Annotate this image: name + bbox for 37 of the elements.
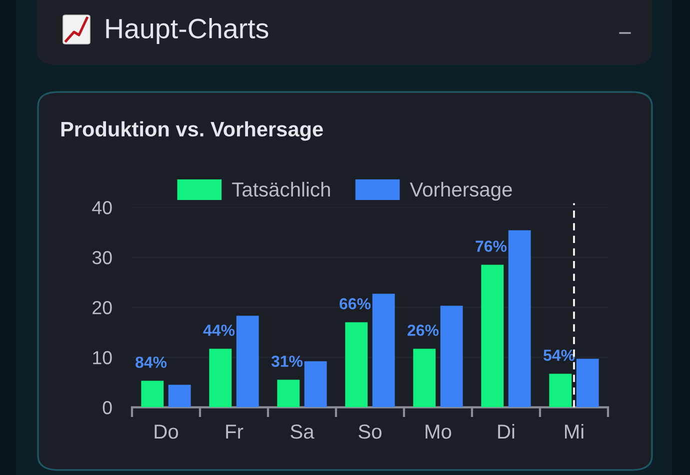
chart-subtitle: Produktion vs. Vorhersage bbox=[61, 121, 323, 141]
annotation: 31% bbox=[271, 356, 303, 367]
bar bbox=[168, 384, 191, 408]
y-tick-label: 10 bbox=[93, 351, 112, 364]
x-tick-label: Mi bbox=[565, 424, 584, 439]
x-tick-label: Mo bbox=[426, 424, 452, 439]
bar bbox=[345, 322, 368, 408]
bar bbox=[481, 264, 504, 408]
x-tick-label: Fr bbox=[226, 424, 244, 439]
legend-label: Vorhersage bbox=[410, 182, 512, 201]
x-tick-label: Di bbox=[498, 424, 514, 439]
y-tick-label: 0 bbox=[102, 401, 112, 414]
bar bbox=[372, 294, 395, 408]
annotation: 84% bbox=[136, 356, 167, 368]
annotation: 26% bbox=[408, 324, 439, 336]
bar bbox=[508, 230, 531, 408]
x-tick-label: Do bbox=[154, 424, 178, 439]
annotation: 54% bbox=[544, 350, 575, 361]
y-tick-label: 30 bbox=[92, 251, 112, 264]
y-tick-label: 20 bbox=[92, 301, 112, 314]
bar bbox=[141, 380, 164, 408]
bar bbox=[236, 316, 259, 408]
bar bbox=[440, 306, 463, 408]
legend-label: Tatsächlich bbox=[232, 182, 330, 197]
annotation: 44% bbox=[203, 324, 235, 336]
y-tick-label: 40 bbox=[92, 201, 112, 214]
chart-title: Haupt-Charts bbox=[106, 18, 268, 44]
bar bbox=[413, 348, 436, 408]
bar bbox=[304, 361, 327, 408]
x-tick-label: So bbox=[358, 424, 382, 439]
annotation: 66% bbox=[340, 298, 371, 310]
bar bbox=[549, 374, 572, 408]
x-tick-label: Sa bbox=[290, 424, 314, 439]
bar bbox=[209, 348, 232, 408]
bar bbox=[576, 358, 599, 408]
bar bbox=[277, 380, 300, 408]
annotation: 76% bbox=[476, 240, 507, 252]
